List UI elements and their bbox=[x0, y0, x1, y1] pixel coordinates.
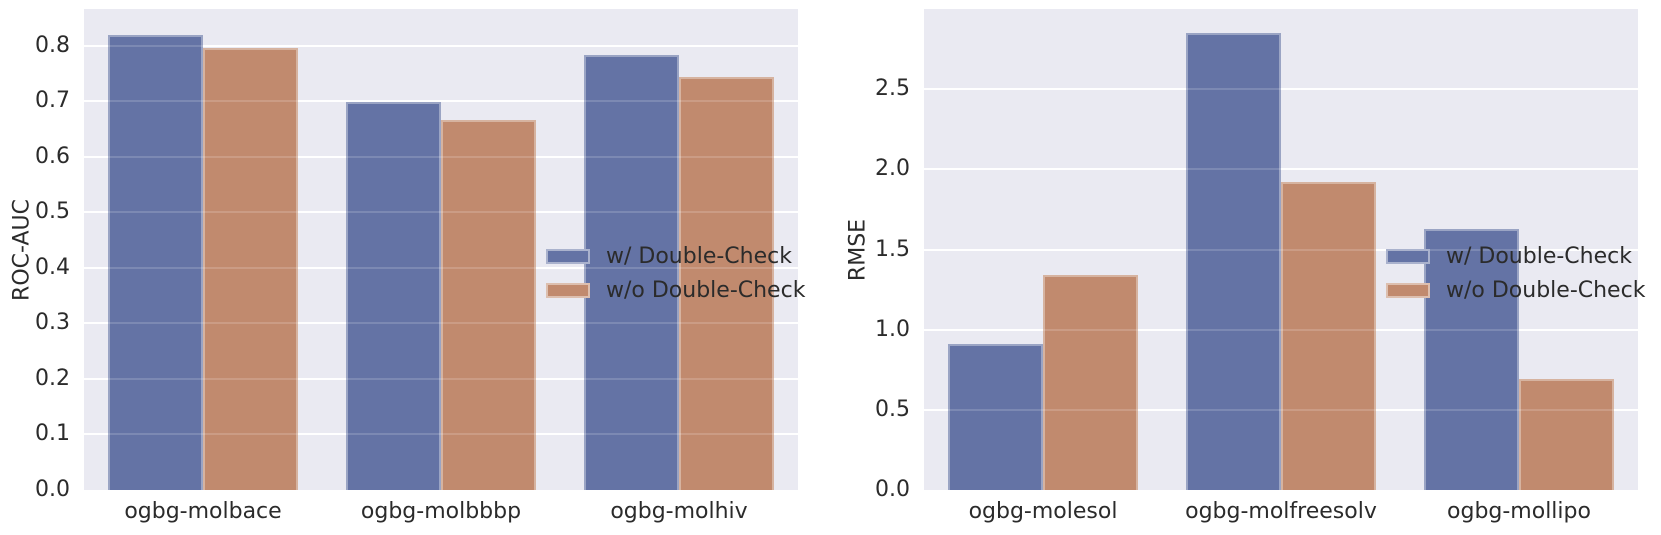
bar-with-doublecheck-ogbg-molbace bbox=[108, 34, 203, 490]
legend-swatch-icon bbox=[1386, 282, 1430, 298]
gridline bbox=[84, 44, 798, 47]
gridline bbox=[84, 100, 798, 103]
bar-without-doublecheck-ogbg-molbbbp bbox=[441, 119, 536, 490]
bar-with-doublecheck-ogbg-molhiv bbox=[584, 54, 679, 490]
legend-label: w/ Double-Check bbox=[606, 243, 792, 269]
gridline-overlay bbox=[924, 248, 1638, 251]
bar-without-doublecheck-ogbg-molbace bbox=[203, 47, 298, 490]
x-tick-label-ogbg-molfreesolv: ogbg-molfreesolv bbox=[1185, 499, 1377, 524]
y-tick-label: 0.0 bbox=[35, 477, 70, 502]
y-tick-label: 0.5 bbox=[875, 396, 910, 422]
gridline-overlay bbox=[84, 322, 798, 325]
legend-label: w/o Double-Check bbox=[1446, 277, 1646, 303]
gridline-overlay bbox=[84, 266, 798, 269]
y-tick-label: 0.4 bbox=[35, 254, 70, 280]
legend-swatch-icon bbox=[546, 248, 590, 264]
y-tick-label: 0.2 bbox=[35, 365, 70, 391]
chart-rmse: RMSE 0.0 0.5 1.0 1.5 2.0 2.5 ogbg-molesol ogbg-… bbox=[846, 9, 1645, 524]
gridline bbox=[924, 88, 1638, 91]
x-tick-label-ogbg-molbbbp: ogbg-molbbbp bbox=[360, 499, 522, 524]
x-tick-label-ogbg-molbace: ogbg-molbace bbox=[124, 499, 282, 524]
gridline bbox=[924, 168, 1638, 171]
y-tick-label: 2.0 bbox=[875, 156, 910, 182]
y-tick-label: 0.1 bbox=[35, 421, 70, 447]
y-tick-label: 1.5 bbox=[875, 236, 910, 262]
legend-row: w/ Double-Check bbox=[1386, 239, 1645, 273]
gridline-overlay bbox=[924, 168, 1638, 171]
gridline-overlay bbox=[84, 100, 798, 103]
plot-area-rmse bbox=[924, 9, 1638, 490]
y-tick-label: 0.7 bbox=[35, 88, 70, 114]
legend-swatch-icon bbox=[546, 282, 590, 298]
legend-row: w/o Double-Check bbox=[1386, 273, 1645, 307]
gridline-overlay bbox=[84, 433, 798, 436]
legend-swatch-icon bbox=[1386, 248, 1430, 264]
bar-without-doublecheck-ogbg-molesol bbox=[1043, 275, 1138, 490]
gridline-overlay bbox=[924, 88, 1638, 91]
bar-with-doublecheck-ogbg-molbbbp bbox=[346, 102, 441, 490]
y-tick-label: 0.8 bbox=[35, 32, 70, 58]
legend: w/ Double-Check w/o Double-Check bbox=[546, 239, 805, 307]
y-tick-label: 2.5 bbox=[875, 76, 910, 102]
x-tick-label-ogbg-mollipo: ogbg-mollipo bbox=[1447, 499, 1591, 524]
gridline-overlay bbox=[84, 211, 798, 214]
y-tick-label: 1.0 bbox=[875, 316, 910, 342]
gridline-overlay bbox=[924, 328, 1638, 331]
x-tick-label-ogbg-molesol: ogbg-molesol bbox=[968, 499, 1118, 524]
bar-with-doublecheck-ogbg-mollipo bbox=[1424, 228, 1519, 490]
y-tick-label: 0.0 bbox=[875, 477, 910, 502]
gridline-overlay bbox=[84, 377, 798, 380]
legend-row: w/o Double-Check bbox=[546, 273, 805, 307]
gridline-overlay bbox=[84, 44, 798, 47]
y-tick-label: 0.5 bbox=[35, 199, 70, 225]
bar-without-doublecheck-ogbg-molfreesolv bbox=[1281, 182, 1376, 490]
bar-without-doublecheck-ogbg-molhiv bbox=[679, 77, 774, 490]
bar-with-doublecheck-ogbg-molesol bbox=[948, 344, 1043, 490]
gridline-overlay bbox=[84, 155, 798, 158]
bar-without-doublecheck-ogbg-mollipo bbox=[1519, 379, 1614, 490]
y-tick-label: 0.6 bbox=[35, 143, 70, 169]
gridline-overlay bbox=[924, 408, 1638, 411]
legend: w/ Double-Check w/o Double-Check bbox=[1386, 239, 1645, 307]
legend-row: w/ Double-Check bbox=[546, 239, 805, 273]
y-tick-label: 0.3 bbox=[35, 310, 70, 336]
plot-area-roc-auc bbox=[84, 9, 798, 490]
bar-with-doublecheck-ogbg-molfreesolv bbox=[1186, 33, 1281, 490]
x-tick-label-ogbg-molhiv: ogbg-molhiv bbox=[610, 499, 748, 524]
legend-label: w/ Double-Check bbox=[1446, 243, 1632, 269]
legend-label: w/o Double-Check bbox=[606, 277, 806, 303]
chart-roc-auc: ROC-AUC 0.0 0.1 0.2 0.3 0.4 0.5 0.6 0.7 0.8 ogbg-… bbox=[10, 9, 805, 524]
